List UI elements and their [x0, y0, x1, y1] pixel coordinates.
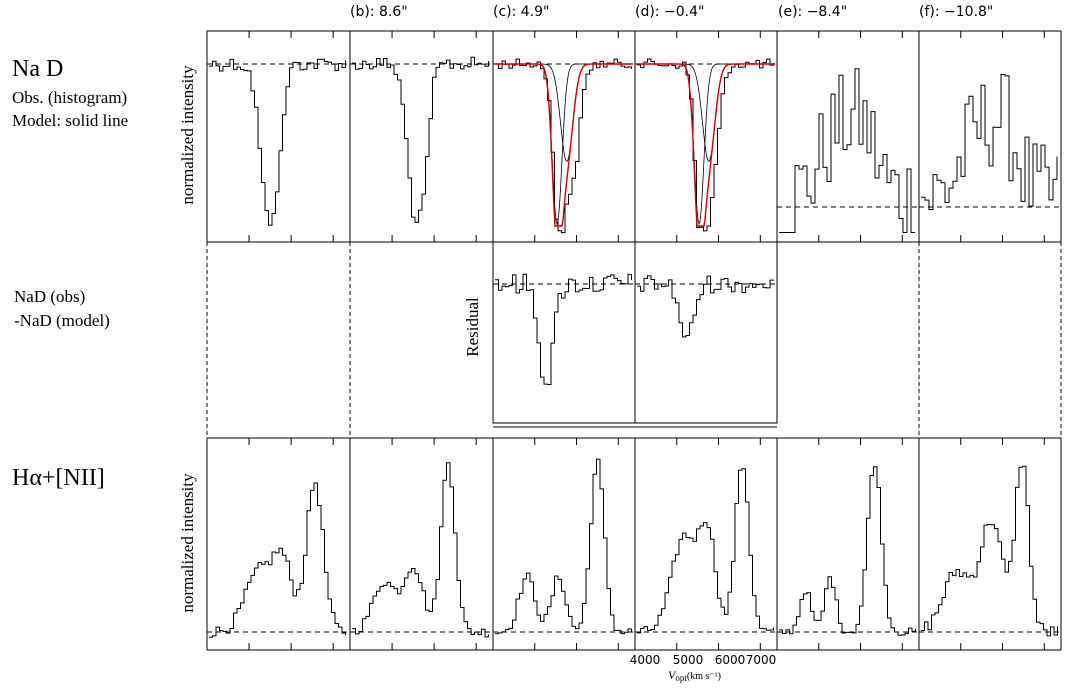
xtick-5000: 5000	[673, 653, 704, 667]
model-fits	[495, 63, 775, 227]
xtick-7000: 7000	[746, 653, 777, 667]
nad-title: Na D	[12, 56, 63, 82]
ylabel-top: normalized intensity	[178, 65, 197, 205]
residual-label-1: NaD (obs)	[14, 287, 85, 306]
xaxis-label: Vopt(km s⁻¹)	[668, 668, 721, 683]
ylabel-middle: Residual	[463, 297, 482, 357]
panel-title-b: (b): 8.6"	[350, 4, 408, 20]
nad-spectrum-0	[209, 58, 346, 226]
halpha-title: Hα+[NII]	[12, 465, 105, 491]
empty-panel-dashes	[206, 242, 1062, 438]
model-component-1-3	[637, 63, 775, 226]
nad-model-label: Model: solid line	[12, 111, 128, 130]
halpha-spectrum-3	[637, 468, 774, 634]
nad-obs-label: Obs. (histogram)	[12, 88, 127, 107]
ylabel-bottom: normalized intensity	[178, 473, 197, 613]
residual-spectrum-3	[637, 275, 774, 338]
xtick-4000: 4000	[630, 653, 661, 667]
model-total-3	[637, 63, 775, 227]
model-component-2-3	[637, 63, 775, 162]
panel-title-f: (f): −10.8"	[919, 4, 993, 20]
panel-title-e: (e): −8.4"	[778, 4, 847, 20]
halpha-spectrum-4	[779, 466, 916, 636]
halpha-spectrum-2	[495, 458, 632, 635]
model-total-2	[495, 63, 633, 227]
tick-marks	[248, 31, 1045, 650]
residual-spectrum-2	[495, 273, 632, 386]
nad-spectrum-4	[779, 68, 915, 233]
model-component-2-2	[495, 63, 633, 162]
continuum-lines	[207, 63, 1061, 633]
halpha-spectrum-5	[921, 465, 1058, 637]
nad-spectrum-5	[921, 74, 1058, 211]
residual-label-2: -NaD (model)	[14, 311, 110, 330]
nad-spectrum-2	[495, 58, 632, 234]
halpha-spectrum-0	[209, 482, 346, 638]
model-component-1-2	[495, 63, 633, 226]
xtick-6000: 6000	[715, 653, 746, 667]
top-row-frame	[206, 30, 1062, 243]
panel-title-d: (d): −0.4"	[635, 4, 704, 20]
bottom-row-frame	[206, 437, 1062, 651]
panel-title-c: (c): 4.9"	[493, 4, 550, 20]
observed-spectra	[209, 56, 1058, 638]
nad-spectrum-1	[352, 56, 489, 223]
halpha-spectrum-1	[352, 462, 489, 638]
frames	[206, 30, 1062, 651]
